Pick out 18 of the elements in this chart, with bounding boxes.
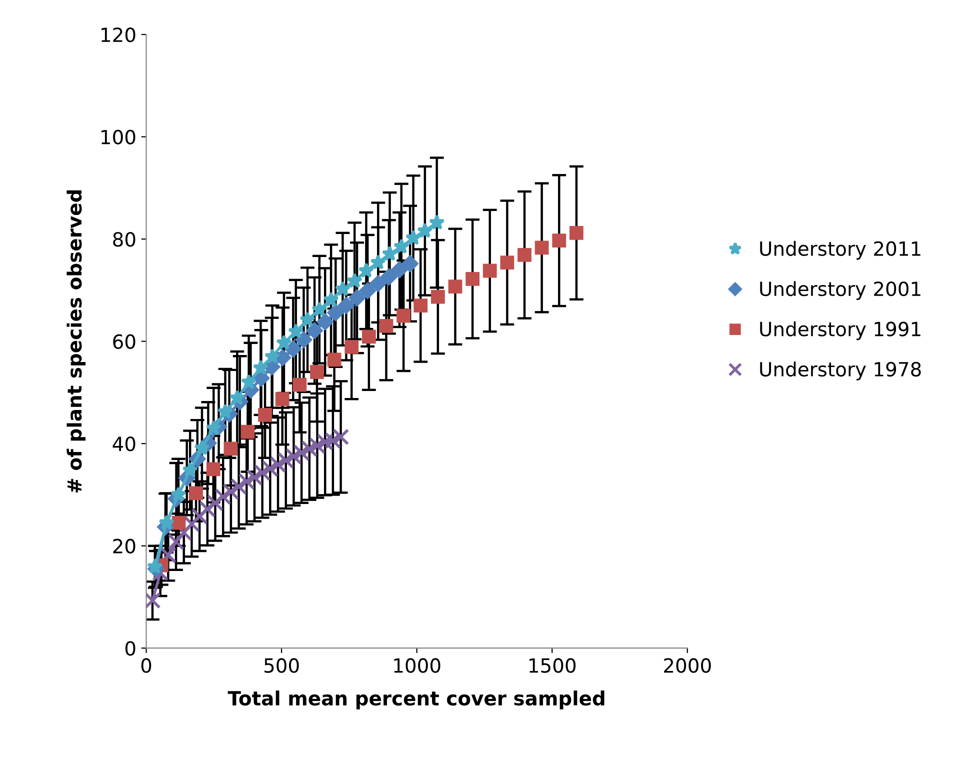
y-axis-title: # of plant species observed: [66, 190, 86, 493]
y-tick-label: 20: [113, 538, 136, 554]
y-tick-label: 80: [113, 232, 136, 247]
y-tick-label: 120: [102, 27, 136, 42]
x-tick-label: 500: [264, 658, 299, 673]
legend-label: Understory 1978: [760, 362, 921, 380]
x-axis-title: Total mean percent cover sampled: [228, 690, 604, 710]
x-tick-label: 1000: [394, 658, 440, 673]
y-tick-label: 40: [112, 436, 136, 452]
legend-label: Understory 2011: [760, 240, 920, 260]
y-tick-label: 100: [102, 130, 136, 144]
legend-label: Understory 1991: [760, 321, 920, 340]
x-tick-label: 1500: [529, 658, 576, 673]
legend-label: Understory 2001: [760, 281, 920, 300]
x-tick-label: 0: [141, 658, 152, 673]
y-tick-label: 60: [113, 334, 136, 349]
x-tick-label: 2000: [664, 658, 711, 673]
y-tick-label: 0: [125, 641, 136, 656]
